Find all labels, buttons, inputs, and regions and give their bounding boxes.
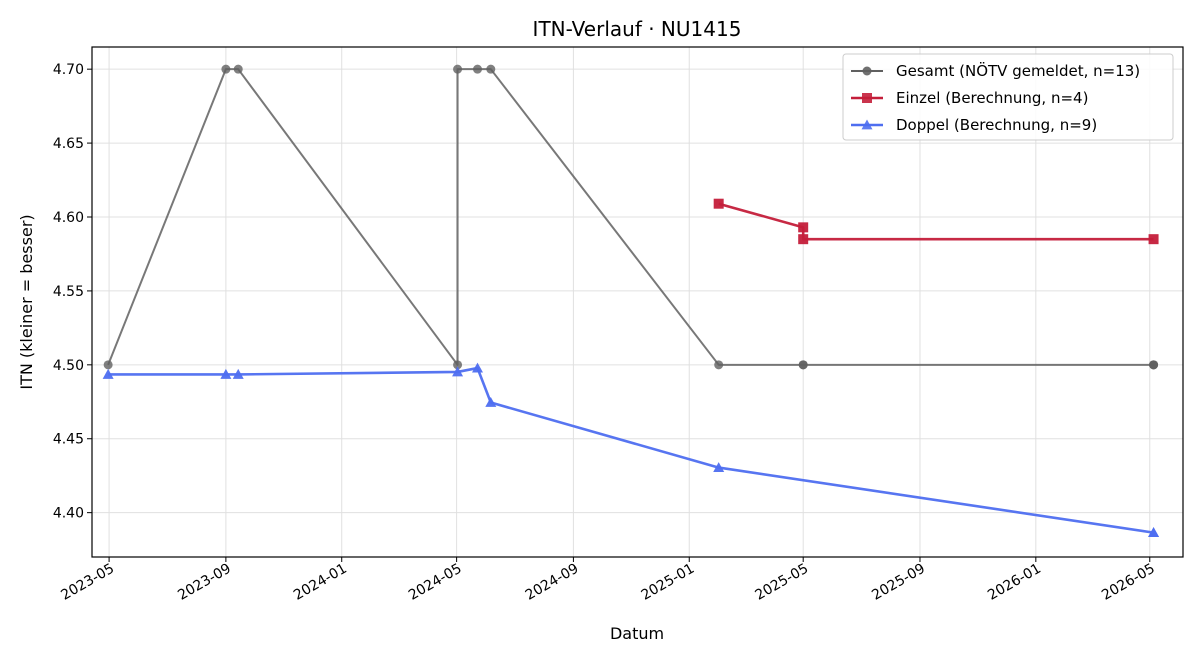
data-point-einzel	[798, 234, 809, 245]
x-tick-label: 2025-05	[753, 561, 812, 604]
y-axis-label: ITN (kleiner = besser)	[17, 214, 36, 389]
data-point-doppel	[713, 462, 725, 472]
legend-marker-gesamt	[862, 66, 872, 76]
series-line-gesamt	[107, 68, 1154, 366]
data-point-doppel	[102, 368, 114, 379]
data-point-doppel	[1148, 527, 1160, 538]
series-einzel	[713, 198, 1159, 245]
data-point-gesamt	[486, 64, 496, 74]
data-point-gesamt	[221, 64, 231, 74]
legend-box	[842, 53, 1174, 141]
legend-marker-einzel	[862, 93, 872, 103]
legend-items: Gesamt (NÖTV gemeldet, n=13) Einzel (Bere…	[851, 61, 1140, 134]
legend-marker-doppel	[861, 119, 873, 130]
y-tick-label: 4.50	[53, 358, 84, 374]
x-axis-label: Datum	[610, 624, 664, 643]
x-tick-label: 2024-05	[406, 561, 465, 604]
y-tick-label: 4.70	[53, 62, 84, 78]
data-point-gesamt	[233, 64, 243, 74]
x-tick-label: 2024-09	[523, 561, 582, 604]
data-point-doppel	[232, 368, 244, 379]
data-point-gesamt	[453, 360, 463, 370]
y-tick-label: 4.40	[53, 506, 84, 522]
data-point-einzel	[713, 198, 724, 209]
series-line-doppel	[108, 366, 1154, 534]
chart-title: ITN-Verlauf · NU1415	[533, 17, 742, 41]
data-point-doppel	[220, 368, 232, 379]
legend: Gesamt (NÖTV gemeldet, n=13) Einzel (Bere…	[842, 53, 1174, 141]
legend-label-einzel: Einzel (Berechnung, n=4)	[896, 89, 1088, 107]
x-tick-label: 2023-05	[58, 561, 117, 604]
data-point-gesamt	[103, 360, 113, 370]
x-tick-label: 2023-09	[175, 561, 234, 604]
x-tick-label: 2025-09	[869, 561, 928, 604]
data-point-doppel	[485, 397, 497, 407]
data-point-gesamt	[798, 360, 808, 370]
data-point-gesamt	[453, 64, 463, 74]
data-point-einzel	[1148, 234, 1159, 245]
plot-frame	[91, 46, 1184, 558]
x-tick-label: 2026-05	[1099, 561, 1158, 604]
data-point-einzel	[798, 222, 809, 233]
series-doppel	[102, 362, 1160, 538]
y-tick-label: 4.65	[53, 136, 84, 152]
y-tick-label: 4.45	[53, 432, 84, 448]
data-point-gesamt	[473, 64, 483, 74]
series-layer	[102, 64, 1160, 538]
x-tick-label: 2025-01	[639, 561, 698, 604]
data-point-doppel	[452, 366, 464, 377]
y-tick-label: 4.60	[53, 210, 84, 226]
y-tick-label: 4.55	[53, 284, 84, 300]
legend-label-gesamt: Gesamt (NÖTV gemeldet, n=13)	[896, 61, 1140, 80]
series-line-einzel	[718, 202, 1154, 241]
series-gesamt	[103, 64, 1159, 370]
data-point-gesamt	[1149, 360, 1159, 370]
x-tick-label: 2026-01	[985, 561, 1044, 604]
legend-label-doppel: Doppel (Berechnung, n=9)	[896, 116, 1097, 134]
x-tick-label: 2024-01	[291, 561, 350, 604]
data-point-doppel	[472, 362, 484, 373]
data-point-gesamt	[714, 360, 724, 370]
